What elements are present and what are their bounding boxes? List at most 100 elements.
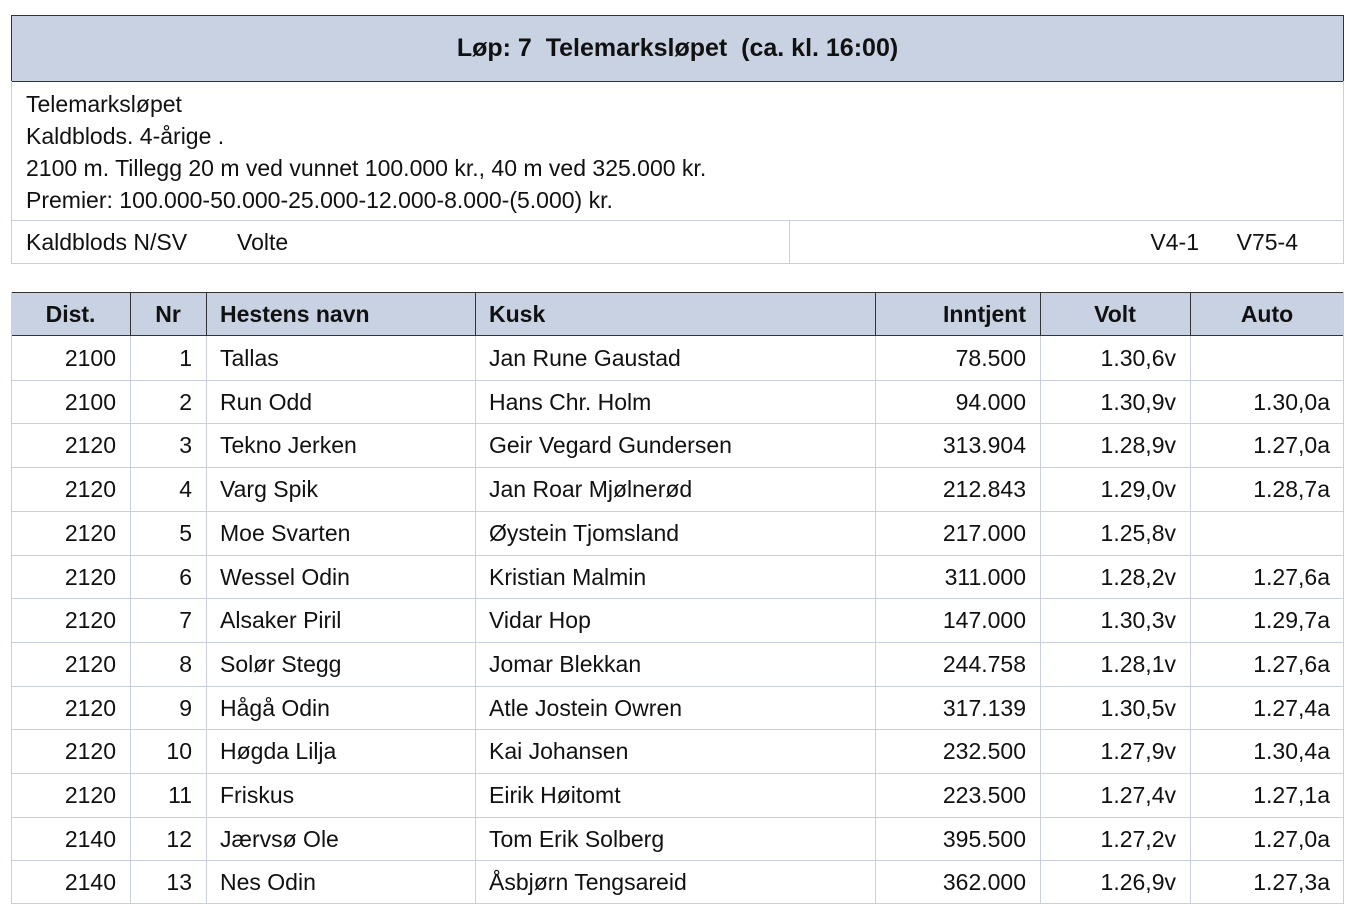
table-cell: 2140 (64, 869, 116, 896)
table-cell: 1 (179, 345, 192, 371)
table-cell: 1.30,5v (1100, 694, 1176, 721)
table-cell: 1.27,4a (1253, 694, 1330, 721)
column-header: Kusk (489, 301, 546, 327)
row-line (11, 641, 1344, 643)
column-header: Dist. (45, 301, 96, 327)
table-cell: Nes Odin (220, 869, 316, 896)
table-cell: Moe Svarten (220, 519, 351, 546)
table-cell: 1.27,0a (1253, 432, 1330, 459)
header-col-line (475, 292, 476, 336)
info-vdivider (789, 220, 790, 264)
row-line (11, 685, 1344, 687)
title-bar (11, 15, 1344, 82)
table-cell: 2140 (64, 825, 116, 852)
table-cell: 7 (179, 607, 192, 634)
table-cell: 1.27,1a (1253, 782, 1330, 808)
table-cell: Geir Vegard Gundersen (489, 432, 732, 459)
table-cell: Kai Johansen (489, 738, 629, 765)
table-cell: 2120 (64, 738, 116, 765)
table-cell: 212.843 (942, 476, 1026, 503)
table-cell: Alsaker Piril (220, 607, 342, 634)
table-cell: 2 (179, 388, 192, 415)
info-line: Telemarksløpet (26, 91, 182, 117)
row-line (11, 860, 1344, 862)
race-class: Kaldblods N/SV (26, 229, 188, 255)
table-cell: Jomar Blekkan (489, 650, 642, 677)
table-cell: 1.30,0a (1253, 388, 1330, 415)
row-line (11, 467, 1344, 469)
table-cell: Vidar Hop (489, 607, 591, 634)
table-cell: 244.758 (942, 650, 1026, 677)
table-cell: 362.000 (942, 869, 1026, 896)
column-header: Hestens navn (220, 301, 370, 327)
header-col-line (130, 292, 131, 336)
table-cell: 1.25,8v (1100, 519, 1176, 546)
table-cell: Wessel Odin (220, 563, 350, 590)
table-cell: 147.000 (942, 607, 1026, 634)
table-cell: 2120 (64, 782, 116, 808)
table-header-bg (11, 292, 1344, 336)
table-cell: Eirik Høitomt (489, 782, 621, 808)
table-cell: 223.500 (942, 782, 1026, 808)
row-line (11, 423, 1344, 425)
table-cell: 8 (179, 650, 192, 677)
table-border (11, 292, 1344, 905)
table-cell: 6 (179, 563, 192, 590)
bet-type: V75-4 (1236, 229, 1298, 255)
table-cell: Tekno Jerken (220, 432, 357, 459)
column-header: Inntjent (942, 301, 1026, 327)
table-cell: 12 (166, 825, 192, 852)
row-line (11, 598, 1344, 600)
table-cell: 1.28,2v (1100, 563, 1176, 590)
table-cell: Jærvsø Ole (220, 825, 339, 852)
table-cell: 2120 (64, 519, 116, 546)
table-cell: 94.000 (955, 388, 1026, 415)
table-cell: 2100 (64, 388, 116, 415)
table-cell: 232.500 (942, 738, 1026, 765)
row-line (11, 816, 1344, 818)
col-line (206, 336, 207, 905)
table-cell: 1.28,1v (1100, 650, 1176, 677)
row-line (11, 379, 1344, 381)
table-cell: 78.500 (955, 345, 1026, 371)
row-line (11, 554, 1344, 556)
table-cell: 4 (179, 476, 192, 503)
table-cell: 5 (179, 519, 192, 546)
table-cell: Kristian Malmin (489, 563, 647, 590)
table-cell: 2100 (64, 345, 116, 371)
col-line (1190, 336, 1191, 905)
table-cell: Tallas (220, 345, 279, 371)
column-header: Nr (155, 301, 181, 327)
table-cell: 311.000 (944, 563, 1026, 590)
table-cell: Run Odd (220, 388, 313, 415)
table-cell: Øystein Tjomsland (489, 519, 680, 546)
table-cell: 2120 (64, 650, 116, 677)
table-cell: Åsbjørn Tengsareid (489, 869, 687, 896)
table-cell: 1.30,9v (1100, 388, 1176, 415)
col-line (1040, 336, 1041, 905)
table-cell: 1.27,4v (1100, 782, 1176, 808)
table-cell: 395.500 (942, 825, 1026, 852)
table-cell: 13 (166, 869, 192, 896)
table-cell: 3 (179, 432, 192, 459)
table-cell: 2120 (64, 432, 116, 459)
table-cell: 317.139 (942, 694, 1026, 721)
table-cell: 2120 (64, 694, 116, 721)
header-col-line (206, 292, 207, 336)
race-class: Volte (237, 229, 289, 255)
header-col-line (1190, 292, 1191, 336)
table-cell: 1.29,7a (1253, 607, 1330, 634)
table-cell: 2120 (64, 563, 116, 590)
row-line (11, 773, 1344, 774)
row-line (11, 510, 1344, 512)
table-cell: Jan Roar Mjølnerød (489, 476, 693, 503)
col-line (475, 336, 476, 905)
table-cell: 1.27,2v (1100, 825, 1176, 852)
table-cell: Tom Erik Solberg (489, 825, 665, 852)
table-cell: Jan Rune Gaustad (489, 345, 681, 371)
table-cell: 1.27,6a (1253, 563, 1330, 590)
info-line: 2100 m. Tillegg 20 m ved vunnet 100.000 … (26, 155, 707, 181)
col-line (875, 336, 876, 905)
table-cell: 9 (179, 694, 192, 721)
